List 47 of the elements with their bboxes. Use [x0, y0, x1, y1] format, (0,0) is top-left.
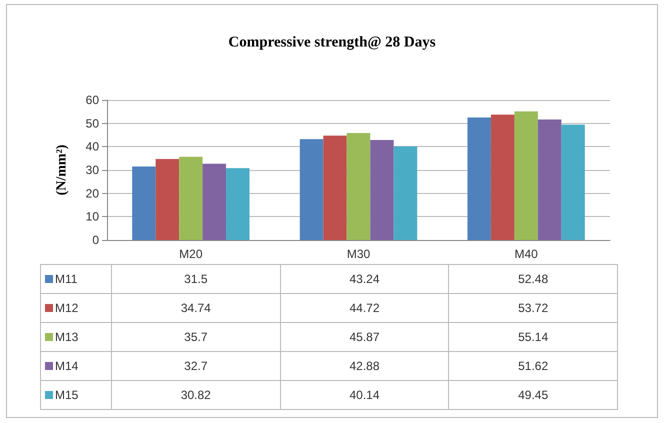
data-label: 45.87: [280, 322, 449, 352]
data-label: 35.7: [112, 322, 280, 352]
y-axis-title: (N/mm²): [54, 144, 70, 196]
bar: [514, 111, 538, 240]
y-tick-label: 0: [92, 233, 100, 247]
data-label: 40.14: [280, 380, 449, 410]
bar: [300, 139, 324, 240]
x-tick-label: M30: [346, 247, 370, 261]
y-tick-label: 40: [86, 140, 100, 154]
legend-label: M13: [40, 322, 112, 352]
y-tick-label: 10: [86, 210, 100, 224]
chart-title: Compressive strength@ 28 Days: [228, 34, 436, 50]
data-label: 42.88: [280, 352, 449, 380]
bar: [538, 120, 562, 240]
bar: [370, 140, 394, 240]
legend-label: M11: [40, 264, 112, 294]
legend-label: M12: [40, 294, 112, 322]
data-label: 55.14: [448, 322, 618, 352]
data-label: 51.62: [448, 352, 618, 380]
y-tick-label: 50: [86, 116, 100, 130]
y-tick-label: 60: [86, 93, 100, 107]
y-tick-label: 20: [86, 186, 100, 200]
data-label: 34.74: [112, 294, 280, 322]
data-label: 43.24: [280, 264, 449, 294]
y-tick-label: 30: [86, 163, 100, 177]
legend-label: M15: [40, 380, 112, 410]
bar: [156, 158, 180, 240]
bar: [202, 164, 226, 240]
bar: [394, 146, 418, 240]
data-label: 52.48: [448, 264, 618, 294]
bar: [179, 156, 203, 240]
legend-label: M14: [40, 352, 112, 380]
data-label: 44.72: [280, 294, 449, 322]
data-label: 32.7: [112, 352, 280, 380]
bar: [490, 114, 514, 240]
bar: [467, 118, 491, 240]
bar: [132, 166, 156, 240]
bar: [226, 168, 250, 240]
data-label: 31.5: [112, 264, 280, 294]
x-tick-label: M40: [514, 247, 538, 261]
data-label: 49.45: [448, 380, 618, 410]
x-tick-label: M20: [179, 247, 203, 261]
data-label: 53.72: [448, 294, 618, 322]
bar: [323, 136, 347, 240]
bar: [346, 132, 370, 240]
bar: [561, 124, 585, 240]
data-label: 30.82: [112, 380, 280, 410]
